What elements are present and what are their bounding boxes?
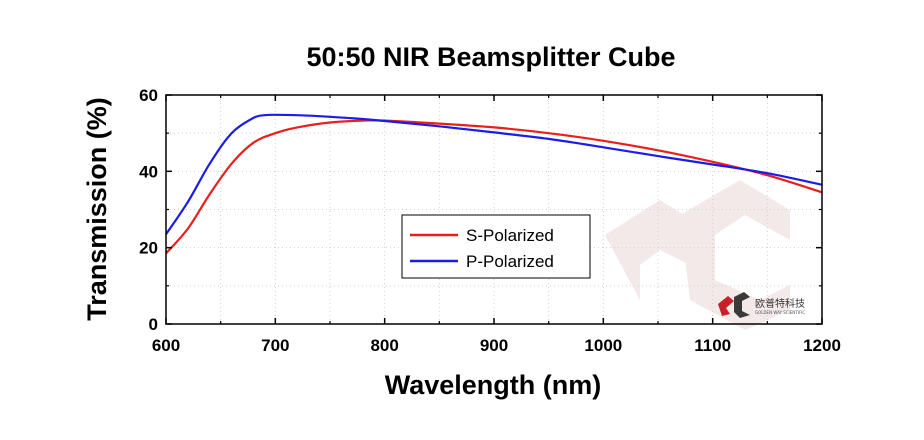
watermark-brand-en: GOLDEN WAY SCIENTIFIC: [755, 310, 805, 315]
y-tick-label: 20: [139, 239, 158, 258]
x-axis-label: Wavelength (nm): [385, 370, 602, 400]
x-tick-label: 700: [261, 336, 289, 355]
x-tick-label: 600: [152, 336, 180, 355]
watermark-brand-icon: [718, 292, 750, 318]
x-tick-label: 900: [480, 336, 508, 355]
legend-label-p-polarized: P-Polarized: [466, 252, 554, 271]
chart-title: 50:50 NIR Beamsplitter Cube: [306, 42, 675, 72]
y-tick-label: 0: [149, 315, 158, 334]
y-axis-label: Transmission (%): [82, 97, 112, 321]
series-line-p-polarized: [165, 113, 823, 235]
x-tick-label: 1100: [694, 336, 731, 355]
x-tick-label: 800: [370, 336, 398, 355]
y-tick-label: 40: [139, 162, 158, 181]
x-tick-label: 1000: [584, 336, 622, 355]
legend: S-Polarized P-Polarized: [401, 214, 591, 279]
watermark-logo-shape: [680, 180, 790, 330]
x-tick-label: 1200: [803, 336, 841, 355]
watermark-logo: 欧普特科技 GOLDEN WAY SCIENTIFIC: [605, 180, 805, 330]
tick-labels: 600 700 800 900 1000 1100 1200 0 20 40 60: [139, 86, 841, 355]
legend-box: [401, 214, 591, 279]
watermark-brand-cn: 欧普特科技: [755, 297, 805, 310]
y-tick-label: 60: [139, 86, 158, 105]
series-layer: [165, 113, 823, 255]
plot-area-frame: [165, 94, 823, 325]
watermark-logo-shape: [605, 200, 700, 300]
legend-label-s-polarized: S-Polarized: [466, 226, 554, 245]
